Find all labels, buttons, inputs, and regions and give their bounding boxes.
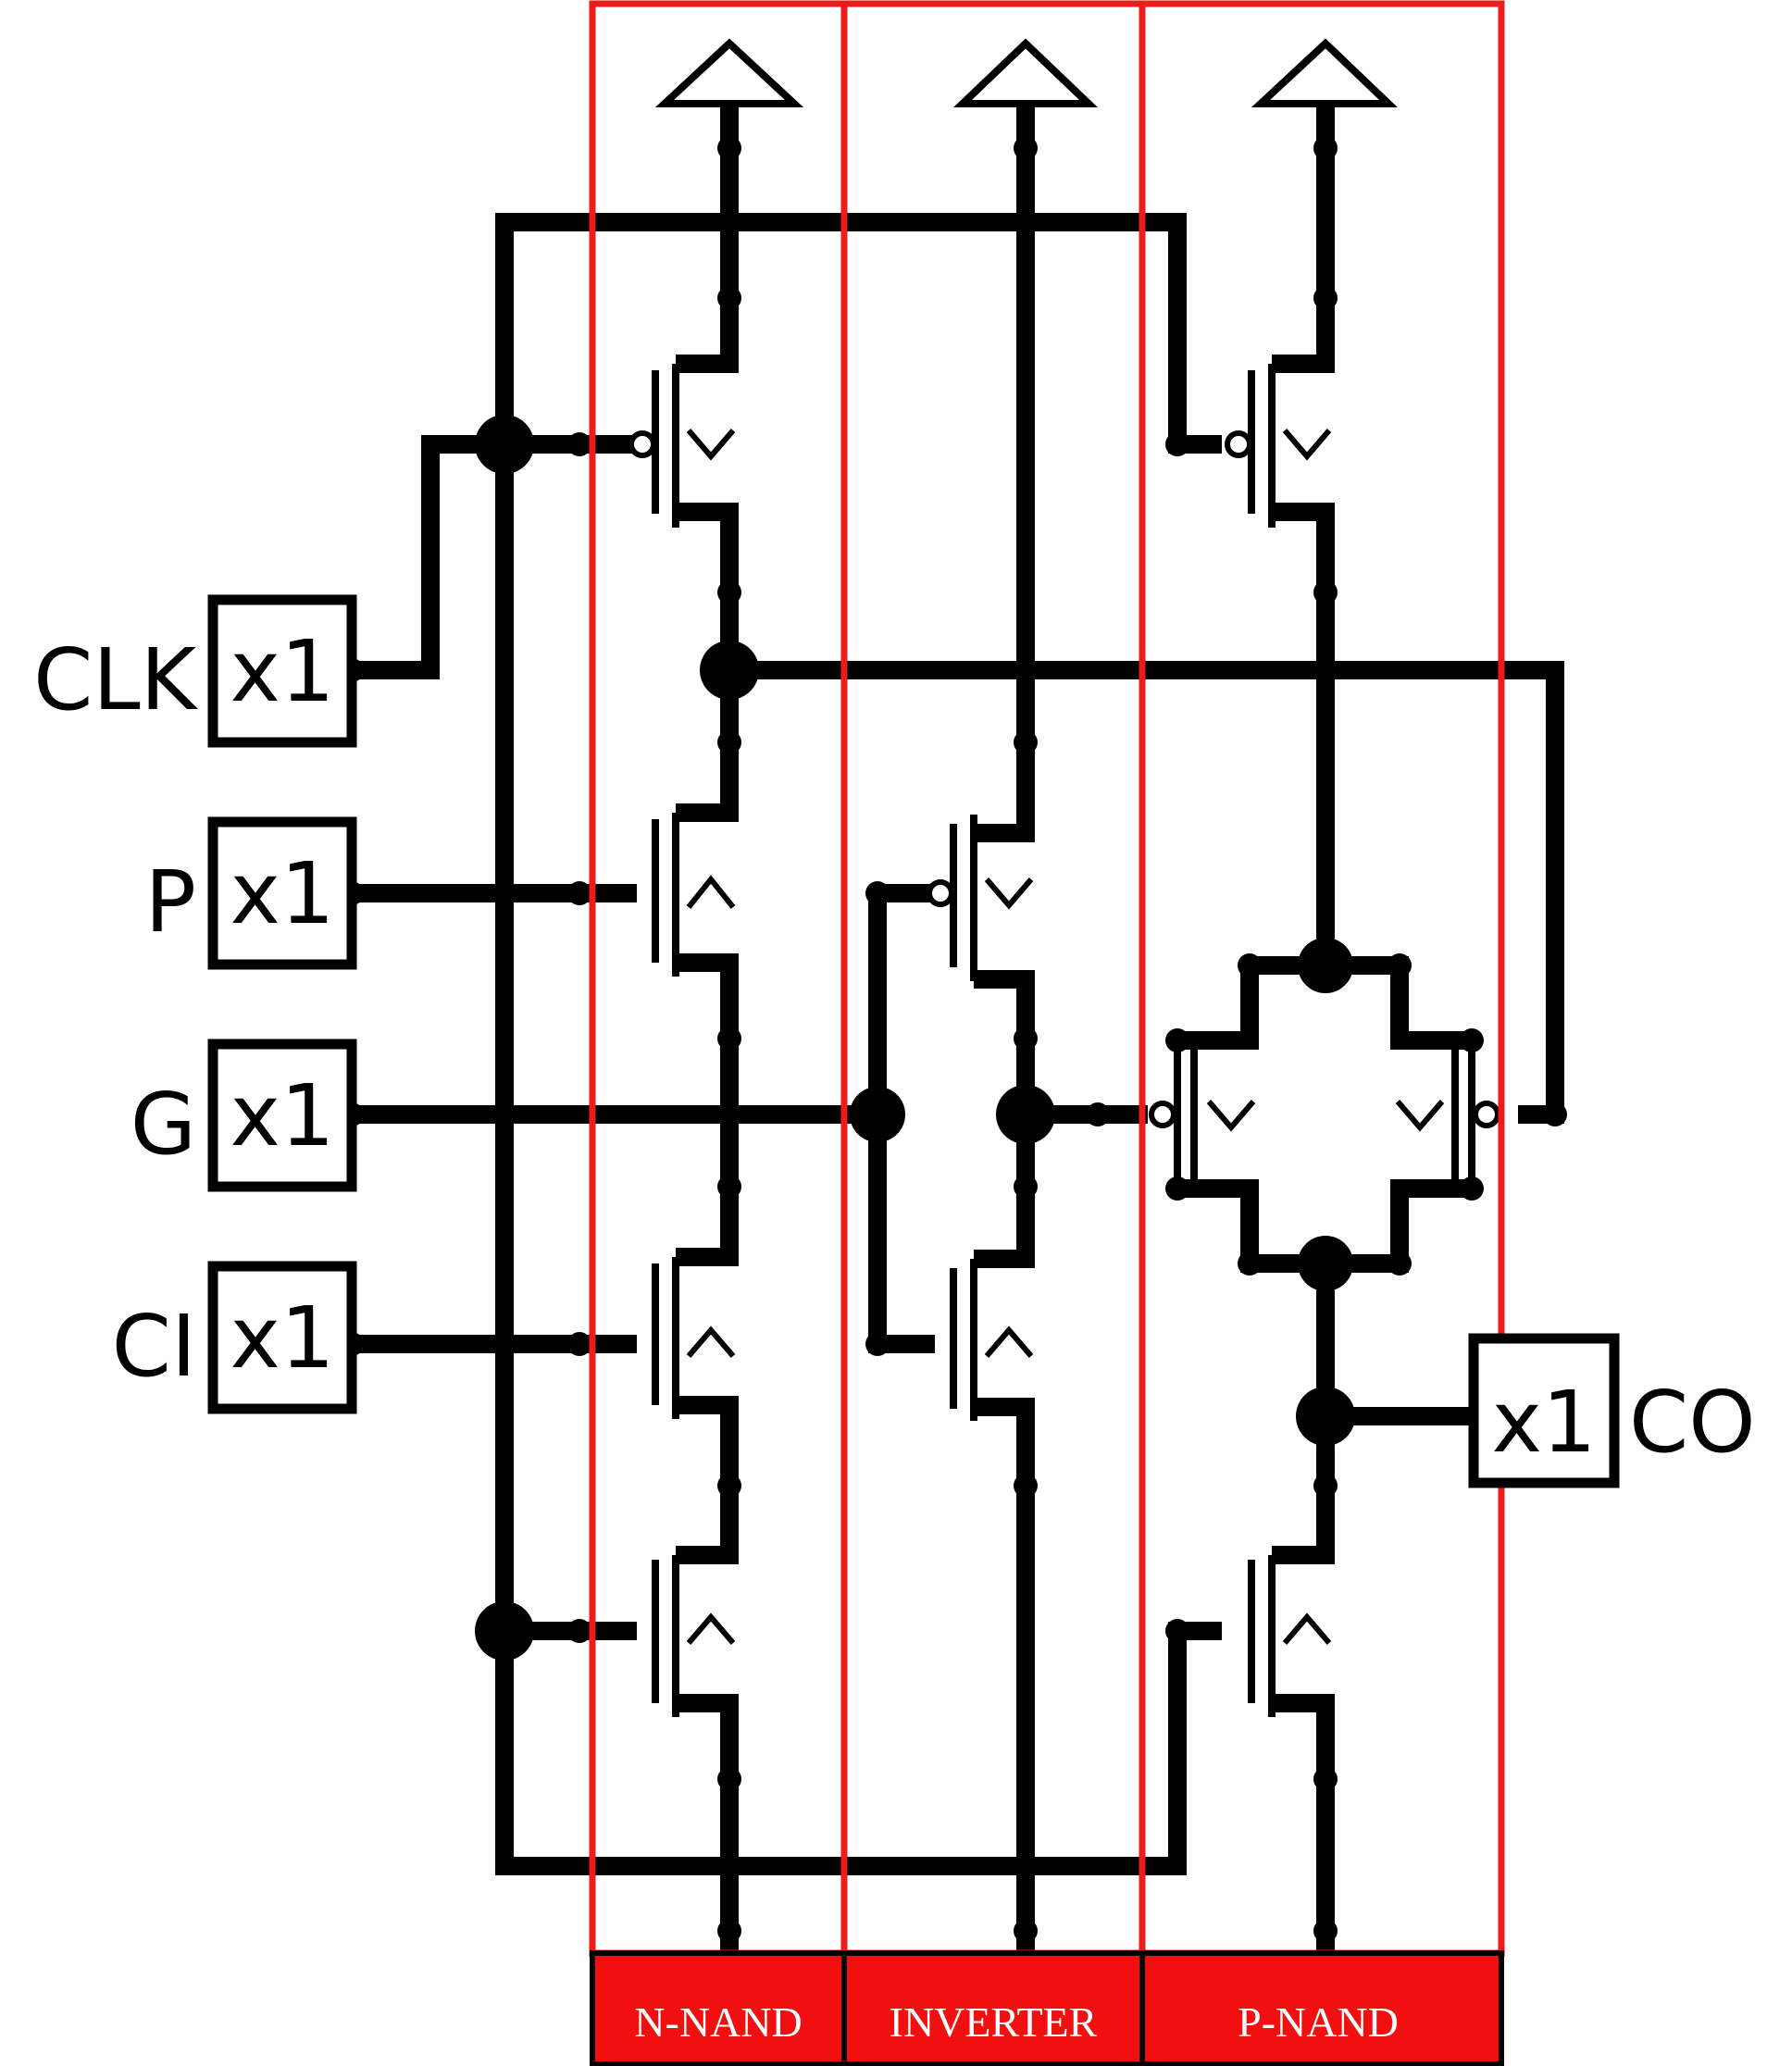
pnand-rail [1272, 104, 1335, 965]
node-clk-junction [475, 415, 534, 474]
buffer-label-p: x1 [230, 844, 335, 943]
input-label-p: P [145, 853, 196, 952]
output-buffer: x1 CO [1468, 1333, 1756, 1488]
input-label-ci: CI [112, 1297, 196, 1396]
node-co [1296, 1387, 1355, 1446]
inverter-rail [974, 104, 1035, 1953]
nmos-ci-nnand [652, 1257, 736, 1419]
node-pnand-bottom [1298, 1236, 1353, 1291]
buffer-label-co: x1 [1492, 1373, 1597, 1472]
clk-bus-top [495, 213, 1222, 454]
section-label-inverter: INVERTER [890, 1998, 1098, 2046]
input-clk: x1 CLK [33, 594, 357, 748]
buffer-label-g: x1 [230, 1066, 335, 1165]
buffer-box-ci [207, 1261, 357, 1414]
input-label-clk: CLK [33, 630, 198, 729]
node-pnand-top [1298, 938, 1353, 993]
buffer-box-clk [207, 594, 357, 748]
section-label-nnand: N-NAND [634, 1998, 802, 2046]
input-buffers: x1 CLK x1 P x1 G x1 CI [33, 594, 357, 1414]
section-pnand-base [1139, 1950, 1504, 2066]
nmos-clk-nnand [652, 1555, 736, 1717]
pnand-lower-rail [1272, 1263, 1335, 1953]
output-label-co: CO [1629, 1373, 1756, 1472]
buffer-box-p [207, 816, 357, 970]
nnand-rail [676, 104, 739, 1953]
node-dynamic [700, 641, 759, 700]
nmos-inverter [950, 1259, 1034, 1421]
node-inverter-out [996, 1085, 1055, 1144]
vdd-symbol-nnand [654, 38, 804, 107]
pmos-inverter [927, 815, 1034, 981]
buffer-box-g [207, 1039, 357, 1192]
vdd-symbols [654, 38, 1398, 107]
section-nnand-base [590, 1950, 847, 2066]
nmos-clk-pnand [1248, 1555, 1332, 1717]
pmos-right-pnand [1395, 1037, 1500, 1194]
transistors [628, 364, 1500, 1717]
nmos-p-nnand [652, 813, 736, 977]
node-g-fanout [850, 1087, 905, 1142]
sections: N-NAND INVERTER P-NAND [589, 0, 1505, 2066]
input-p: x1 P [145, 816, 357, 970]
junction-dots [340, 136, 1567, 1943]
input-g: x1 G [131, 1039, 357, 1192]
vdd-symbol-inverter [953, 38, 1098, 107]
node-clk-lower-junction [475, 1601, 534, 1661]
pmos-clk-nnand [628, 364, 736, 528]
wires [352, 104, 1564, 1953]
section-label-pnand: P-NAND [1238, 1998, 1399, 2046]
pmos-left-pnand [1149, 1037, 1256, 1194]
buffer-label-ci: x1 [230, 1288, 335, 1388]
vdd-symbol-pnand [1251, 38, 1398, 107]
buffer-box-co [1468, 1333, 1620, 1488]
input-label-g: G [131, 1075, 196, 1174]
buffer-label-clk: x1 [230, 622, 335, 721]
clk-bus-left [495, 444, 1222, 1875]
input-ci: x1 CI [112, 1261, 357, 1414]
pmos-clk-pnand [1225, 364, 1332, 528]
